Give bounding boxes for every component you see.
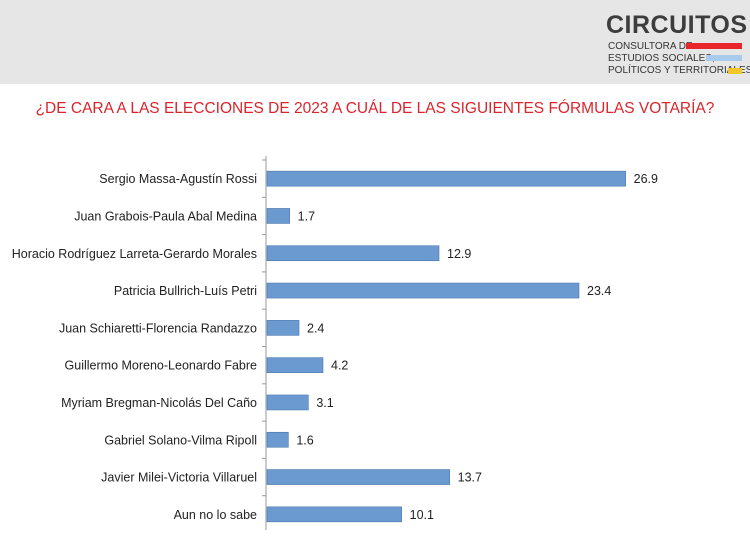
logo-yellow-bar [728, 68, 742, 74]
logo-line-1: CONSULTORA DE [608, 41, 693, 52]
circuitos-logo: CIRCUITOS CONSULTORA DE ESTUDIOS SOCIALE… [606, 11, 750, 82]
bar [266, 245, 440, 262]
bar [266, 282, 580, 299]
bar [266, 394, 309, 411]
category-label: Sergio Massa-Agustín Rossi [99, 172, 257, 186]
data-label: 10.1 [410, 508, 434, 522]
logo-line-3: POLÍTICOS Y TERRITORIALES [608, 65, 750, 76]
category-label: Guillermo Moreno-Leonardo Fabre [65, 359, 258, 373]
category-label: Horacio Rodríguez Larreta-Gerardo Morale… [12, 247, 257, 261]
data-label: 3.1 [316, 396, 333, 410]
data-label: 13.7 [458, 471, 482, 485]
data-label: 1.7 [298, 209, 315, 223]
bar [266, 357, 324, 373]
bar [266, 208, 290, 224]
category-label: Gabriel Solano-Vilma Ripoll [104, 433, 257, 447]
logo-red-bar [686, 43, 742, 49]
bar [266, 431, 289, 448]
bar [266, 506, 402, 523]
chart-question-title: ¿DE CARA A LAS ELECCIONES DE 2023 A CUÁL… [35, 100, 715, 117]
category-label: Aun no lo sabe [174, 508, 257, 522]
data-label: 23.4 [587, 284, 611, 298]
header-band [0, 0, 750, 84]
data-label: 2.4 [307, 321, 324, 335]
data-label: 12.9 [447, 247, 471, 261]
bar-chart: Sergio Massa-Agustín Rossi 26.9 Juan Grabo… [12, 156, 658, 530]
bar [266, 320, 300, 336]
bar [266, 170, 626, 187]
category-label: Juan Schiaretti-Florencia Randazzo [59, 321, 257, 335]
category-label: Juan Grabois-Paula Abal Medina [74, 209, 257, 223]
category-label: Myriam Bregman-Nicolás Del Caño [61, 396, 257, 410]
logo-line-2: ESTUDIOS SOCIALES, [608, 53, 715, 64]
category-label: Javier Milei-Victoria Villaruel [101, 471, 257, 485]
data-label: 1.6 [296, 433, 313, 447]
logo-blue-bar [706, 55, 742, 61]
bar [266, 469, 450, 485]
category-label: Patricia Bullrich-Luís Petri [114, 284, 257, 298]
data-label: 26.9 [634, 172, 658, 186]
logo-title: CIRCUITOS [606, 11, 748, 39]
data-label: 4.2 [331, 359, 348, 373]
